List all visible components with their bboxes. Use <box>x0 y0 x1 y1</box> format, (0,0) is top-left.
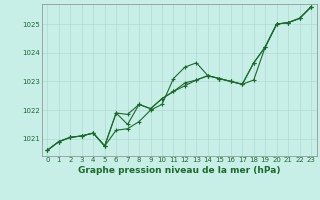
X-axis label: Graphe pression niveau de la mer (hPa): Graphe pression niveau de la mer (hPa) <box>78 166 280 175</box>
